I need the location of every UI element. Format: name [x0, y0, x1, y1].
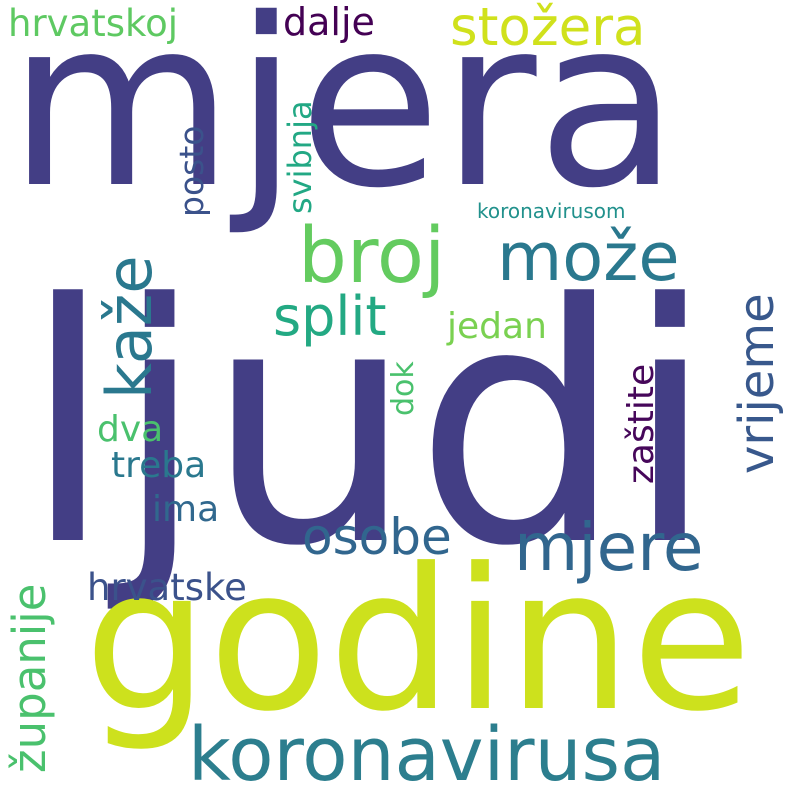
word-dalje: dalje — [283, 0, 375, 44]
word-zastite: zaštite — [621, 363, 662, 484]
word-mjera: mjera — [8, 0, 679, 239]
word-dok: dok — [386, 361, 421, 416]
word-mjere: mjere — [514, 509, 704, 586]
word-zupanije: županije — [3, 583, 56, 774]
word-osobe: osobe — [302, 508, 452, 566]
word-moze: može — [497, 218, 680, 296]
word-jedan: jedan — [447, 306, 547, 347]
word-kaze: kaže — [93, 255, 166, 400]
word-koronavirusom: koronavirusom — [477, 199, 626, 223]
word-dva: dva — [97, 409, 164, 450]
word-stozera: stožera — [450, 0, 646, 58]
word-vrijeme: vrijeme — [729, 293, 785, 474]
word-ljudi: ljudi — [22, 234, 716, 618]
word-treba: treba — [111, 445, 207, 486]
word-ima: ima — [152, 489, 220, 530]
word-hrvatske: hrvatske — [87, 566, 247, 609]
word-hrvatskoj: hrvatskoj — [8, 2, 179, 45]
word-svibnja: svibnja — [281, 100, 319, 214]
word-posto: posto — [172, 125, 211, 217]
word-split: split — [273, 285, 387, 348]
word-broj: broj — [298, 212, 446, 301]
word-koronavirusa: koronavirusa — [188, 712, 666, 798]
word-godine: godine — [84, 527, 753, 755]
